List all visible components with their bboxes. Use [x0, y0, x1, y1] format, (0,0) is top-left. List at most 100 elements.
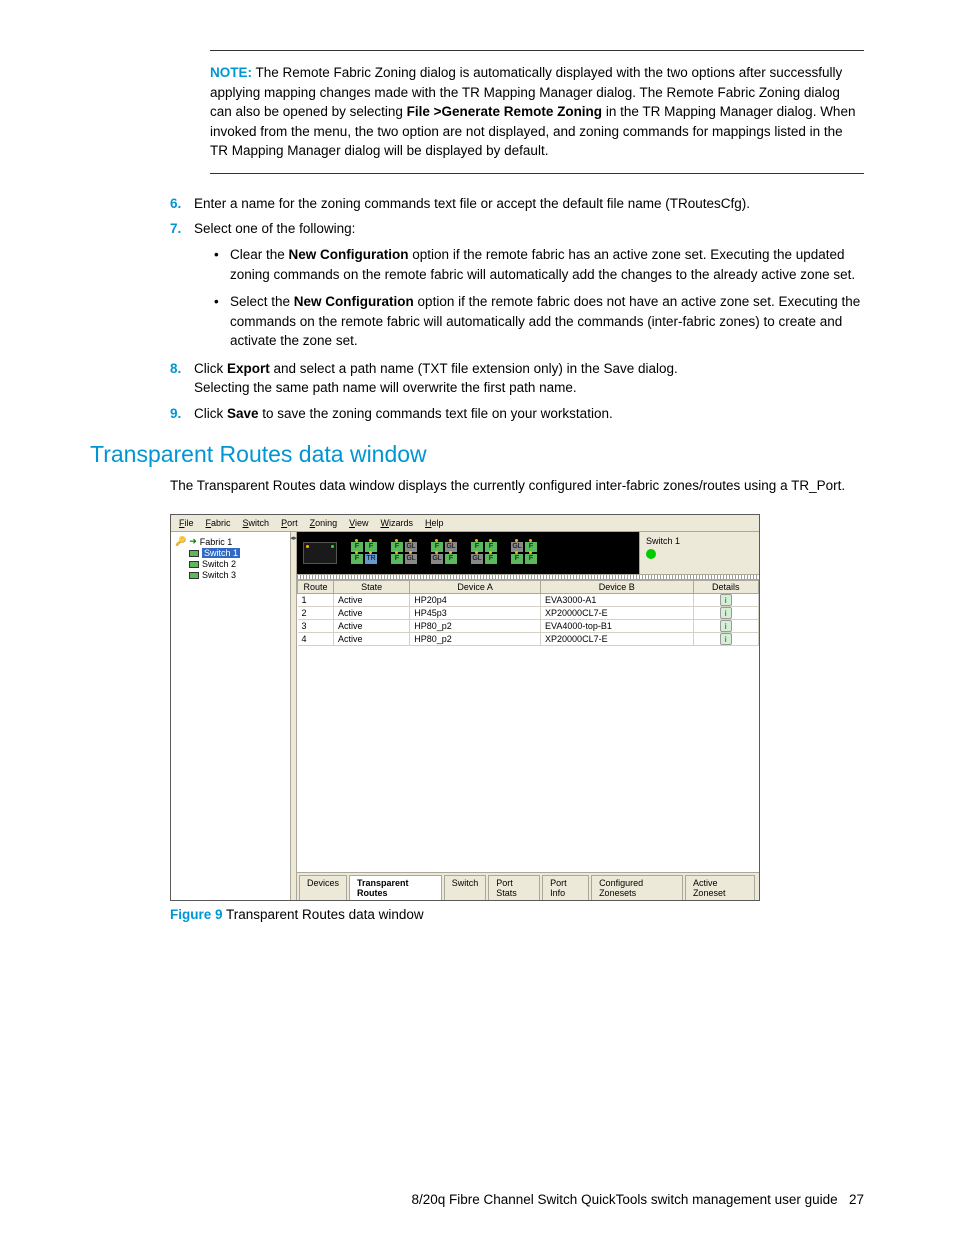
port-cell[interactable]: F: [525, 554, 537, 564]
status-switch-label: Switch 1: [646, 536, 753, 546]
tab-port-info[interactable]: Port Info: [542, 875, 589, 900]
table-cell: HP80_p2: [410, 633, 541, 646]
step-6-text: Enter a name for the zoning commands tex…: [194, 196, 750, 211]
key-icon: 🔑: [175, 536, 186, 547]
tab-switch[interactable]: Switch: [444, 875, 487, 900]
table-cell: 2: [298, 607, 334, 620]
port-group: FGLGLF: [431, 542, 457, 564]
details-cell: i: [693, 607, 758, 620]
routes-header-row: RouteStateDevice ADevice BDetails: [298, 581, 759, 594]
tree-switch-row[interactable]: Switch 3: [189, 570, 286, 580]
step-7-sublist: Clear the New Configuration option if th…: [214, 245, 864, 351]
tree-pane: 🔑 ➜ Fabric 1 Switch 1Switch 2Switch 3: [171, 532, 291, 900]
table-cell: Active: [333, 594, 409, 607]
details-icon[interactable]: i: [720, 607, 732, 619]
note-box: NOTE: The Remote Fabric Zoning dialog is…: [210, 50, 864, 174]
port-cell[interactable]: F: [445, 554, 457, 564]
note-menu-path: File >Generate Remote Zoning: [407, 104, 602, 119]
figure-caption: Figure 9 Transparent Routes data window: [170, 907, 864, 922]
table-cell: 1: [298, 594, 334, 607]
table-row[interactable]: 3ActiveHP80_p2EVA4000-top-B1 i: [298, 620, 759, 633]
tree-switch-label: Switch 1: [202, 548, 240, 558]
routes-col-header[interactable]: Details: [693, 581, 758, 594]
port-cell[interactable]: F: [391, 554, 403, 564]
tab-transparent-routes[interactable]: Transparent Routes: [349, 875, 442, 900]
port-cell[interactable]: TR: [365, 554, 377, 564]
menu-help[interactable]: Help: [421, 517, 448, 529]
steps-list: 6.Enter a name for the zoning commands t…: [170, 194, 864, 424]
tree-switch-row[interactable]: Switch 1: [189, 548, 286, 558]
status-pane: Switch 1: [639, 532, 759, 574]
tab-port-stats[interactable]: Port Stats: [488, 875, 540, 900]
switch-icon: [189, 572, 199, 579]
table-row[interactable]: 1ActiveHP20p4EVA3000-A1 i: [298, 594, 759, 607]
table-cell: Active: [333, 633, 409, 646]
step-7: 7.Select one of the following: Clear the…: [170, 219, 864, 350]
table-row[interactable]: 4ActiveHP80_p2XP20000CL7-Ei: [298, 633, 759, 646]
routes-col-header[interactable]: State: [333, 581, 409, 594]
arrow-icon: ➜: [189, 536, 197, 547]
figure-label: Figure 9: [170, 907, 223, 922]
step-7b: Select the New Configuration option if t…: [214, 292, 864, 351]
tree-switch-row[interactable]: Switch 2: [189, 559, 286, 569]
routes-table-area: RouteStateDevice ADevice BDetails 1Activ…: [297, 580, 759, 872]
bottom-tabs: DevicesTransparent RoutesSwitchPort Stat…: [297, 872, 759, 900]
app-window: FileFabricSwitchPortZoningViewWizardsHel…: [170, 514, 760, 901]
tab-active-zoneset[interactable]: Active Zoneset: [685, 875, 755, 900]
port-group: FGLFGL: [391, 542, 417, 564]
switch-icon: [189, 561, 199, 568]
details-icon[interactable]: i: [720, 620, 732, 632]
tree-fabric-label: Fabric 1: [200, 537, 233, 547]
table-cell: HP80_p2: [410, 620, 541, 633]
port-cell[interactable]: GL: [431, 554, 443, 564]
port-cell[interactable]: GL: [471, 554, 483, 564]
app-body: 🔑 ➜ Fabric 1 Switch 1Switch 2Switch 3 ◂▸…: [171, 532, 759, 900]
port-cell[interactable]: GL: [405, 554, 417, 564]
tab-devices[interactable]: Devices: [299, 875, 347, 900]
step-8: 8.Click Export and select a path name (T…: [170, 359, 864, 398]
routes-table: RouteStateDevice ADevice BDetails 1Activ…: [297, 580, 759, 646]
menu-file[interactable]: File: [175, 517, 198, 529]
table-cell: EVA4000-top-B1: [541, 620, 694, 633]
details-icon[interactable]: i: [720, 633, 732, 645]
menu-switch[interactable]: Switch: [239, 517, 274, 529]
details-icon[interactable]: i: [720, 594, 732, 606]
figure-caption-text: Transparent Routes data window: [223, 907, 424, 922]
table-cell: Active: [333, 607, 409, 620]
note-label: NOTE:: [210, 65, 252, 80]
routes-col-header[interactable]: Device A: [410, 581, 541, 594]
footer-page: 27: [849, 1192, 864, 1207]
port-group: FFFTR: [351, 542, 377, 564]
table-row[interactable]: 2ActiveHP45p3XP20000CL7-Ei: [298, 607, 759, 620]
tree-switch-label: Switch 3: [202, 570, 236, 580]
page-footer: 8/20q Fibre Channel Switch QuickTools sw…: [411, 1192, 864, 1207]
table-cell: EVA3000-A1: [541, 594, 694, 607]
details-cell: i: [693, 594, 758, 607]
port-cell[interactable]: F: [511, 554, 523, 564]
menubar: File Fabric SwitchPort ZoningView Wizards Hel…: [171, 515, 759, 532]
device-front-icon: [303, 542, 337, 564]
routes-col-header[interactable]: Route: [298, 581, 334, 594]
port-group: FFGLF: [471, 542, 497, 564]
menu-fabric[interactable]: Fabric: [202, 517, 235, 529]
tree-switch-label: Switch 2: [202, 559, 236, 569]
port-cell[interactable]: F: [351, 554, 363, 564]
routes-col-header[interactable]: Device B: [541, 581, 694, 594]
port-cell[interactable]: F: [485, 554, 497, 564]
menu-port[interactable]: Port: [277, 517, 302, 529]
tree-fabric-row[interactable]: 🔑 ➜ Fabric 1: [175, 536, 286, 547]
menu-wizards[interactable]: Wizards: [376, 517, 417, 529]
tab-configured-zonesets[interactable]: Configured Zonesets: [591, 875, 683, 900]
menu-view[interactable]: View: [345, 517, 372, 529]
step-6: 6.Enter a name for the zoning commands t…: [170, 194, 864, 214]
table-cell: 4: [298, 633, 334, 646]
table-cell: 3: [298, 620, 334, 633]
figure-9: FileFabricSwitchPortZoningViewWizardsHel…: [170, 514, 864, 922]
port-strip: FFFTRFGLFGLFGLGLFFFGLFGLFFF: [297, 532, 639, 574]
table-cell: Active: [333, 620, 409, 633]
step-7a: Clear the New Configuration option if th…: [214, 245, 864, 284]
menu-zoning[interactable]: Zoning: [306, 517, 342, 529]
table-cell: HP20p4: [410, 594, 541, 607]
port-group: GLFFF: [511, 542, 537, 564]
details-cell: i: [693, 633, 758, 646]
